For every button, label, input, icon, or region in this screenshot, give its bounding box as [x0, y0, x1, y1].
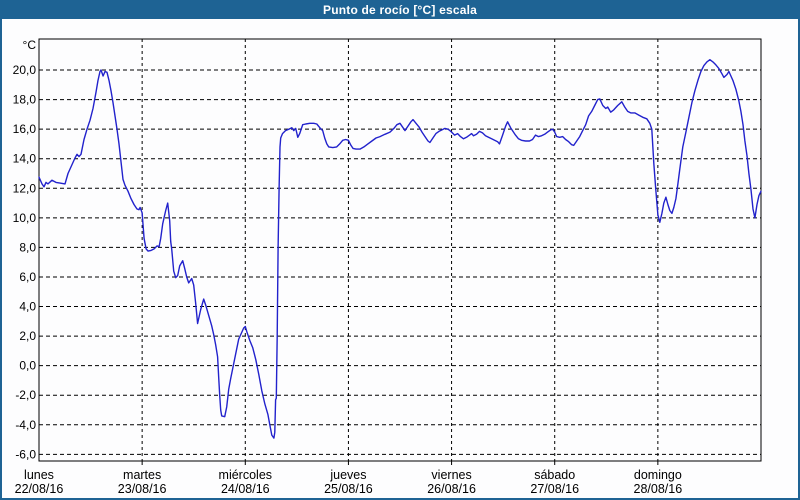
- x-day-label: martes: [123, 468, 161, 482]
- x-day-label: lunes: [24, 468, 54, 482]
- dew-point-line: [38, 59, 762, 439]
- y-axis-unit-label: °C: [23, 38, 37, 52]
- x-day-label: domingo: [634, 468, 682, 482]
- y-tick-label: 2,0: [19, 329, 36, 343]
- y-tick-label: -6,0: [15, 447, 36, 461]
- x-day-label: sábado: [534, 468, 575, 482]
- y-tick-label: -2,0: [15, 388, 36, 402]
- x-day-label: viernes: [431, 468, 471, 482]
- x-date-label: 24/08/16: [221, 482, 270, 496]
- x-date-label: 26/08/16: [427, 482, 476, 496]
- y-tick-label: 6,0: [19, 270, 36, 284]
- y-tick-label: 4,0: [19, 300, 36, 314]
- y-tick-label: 8,0: [19, 240, 36, 254]
- x-day-label: jueves: [329, 468, 366, 482]
- y-tick-label: 16,0: [13, 122, 37, 136]
- y-tick-label: 14,0: [13, 152, 37, 166]
- x-date-label: 27/08/16: [530, 482, 579, 496]
- plot-frame: [38, 38, 762, 462]
- y-tick-label: 12,0: [13, 181, 37, 195]
- window-title: Punto de rocío [°C] escala: [322, 2, 478, 17]
- y-tick-label: 20,0: [13, 63, 37, 77]
- x-date-label: 28/08/16: [634, 482, 683, 496]
- chart-canvas: 20,0 18,0 16,0 14,0 12,0 10,0 8,0 6,0 4,0 2,0 0,0 -…: [13, 38, 762, 496]
- y-tick-label: 10,0: [13, 211, 37, 225]
- x-date-label: 23/08/16: [118, 482, 167, 496]
- window-title-bar[interactable]: Punto de rocío [°C] escala: [0, 0, 800, 19]
- y-tick-label: -4,0: [15, 418, 36, 432]
- y-tick-label: 18,0: [13, 93, 37, 107]
- x-date-label: 25/08/16: [324, 482, 373, 496]
- x-day-label: miércoles: [219, 468, 273, 482]
- x-date-label: 22/08/16: [15, 482, 64, 496]
- y-tick-label: 0,0: [19, 359, 36, 373]
